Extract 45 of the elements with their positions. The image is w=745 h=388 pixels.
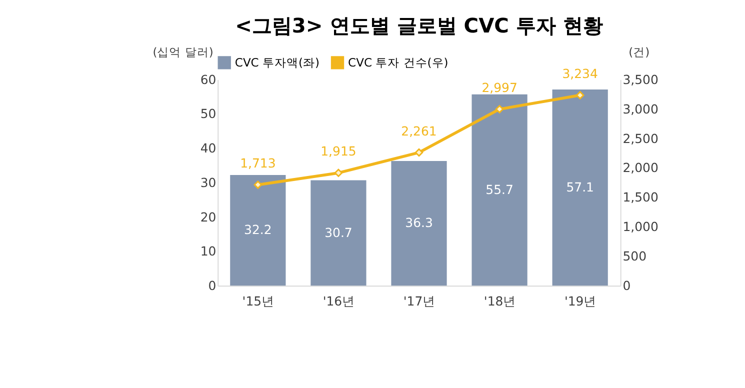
y-tick-label: 10 <box>200 244 216 259</box>
data-label: 55.7 <box>486 182 514 197</box>
bar <box>230 175 286 286</box>
bar <box>552 90 608 286</box>
data-label: 30.7 <box>324 224 352 240</box>
data-label: 1,915 <box>320 144 356 159</box>
x-tick-label: '19년 <box>564 293 596 308</box>
legend-label: CVC 투자액(좌) <box>234 56 320 70</box>
point <box>254 180 262 189</box>
y2-tick-label: 0 <box>622 278 631 293</box>
point <box>334 168 343 178</box>
y2-tick-label: 3,000 <box>622 101 658 116</box>
y-tick-label: 0 <box>208 278 216 293</box>
x-tick-label: '18년 <box>484 293 516 308</box>
x-tick-label: '15년 <box>242 293 274 308</box>
data-label: 32.2 <box>244 222 272 238</box>
data-label: 57.1 <box>566 179 594 194</box>
bar <box>310 180 366 286</box>
y2-tick-label: 3,500 <box>622 72 658 87</box>
y-tick-label: 60 <box>200 72 216 87</box>
data-label: 1,713 <box>240 156 276 171</box>
y2-tick-label: 2,000 <box>622 160 658 176</box>
y2-tick-label: 1,000 <box>622 219 658 234</box>
bar <box>472 94 528 286</box>
data-label: 2,997 <box>482 80 518 95</box>
legend-label: CVC 투자 건수(우) <box>348 56 448 70</box>
bar <box>391 160 447 286</box>
point <box>495 105 504 114</box>
y-axis-title: (십억 달러) <box>152 45 214 60</box>
y-tick-label: 40 <box>200 140 216 156</box>
y-tick-label: 20 <box>200 209 216 224</box>
x-tick-label: '16년 <box>322 293 354 308</box>
data-label: 3,234 <box>562 66 598 81</box>
point <box>414 148 424 157</box>
y2-tick-label: 2,500 <box>622 130 658 146</box>
x-tick-label: '17년 <box>403 293 435 308</box>
y-tick-label: 30 <box>200 174 216 190</box>
y2-tick-label: 500 <box>622 248 647 264</box>
point <box>576 91 584 100</box>
chart-title: <그림3> 연도별 글로벌 CVC 투자 현황 <box>235 14 603 38</box>
data-label: 36.3 <box>405 215 433 230</box>
data-label: 2,261 <box>401 123 437 138</box>
y2-tick-label: 1,500 <box>622 190 658 205</box>
y2-axis-title: (건) <box>628 45 650 60</box>
y-tick-label: 50 <box>200 106 216 122</box>
